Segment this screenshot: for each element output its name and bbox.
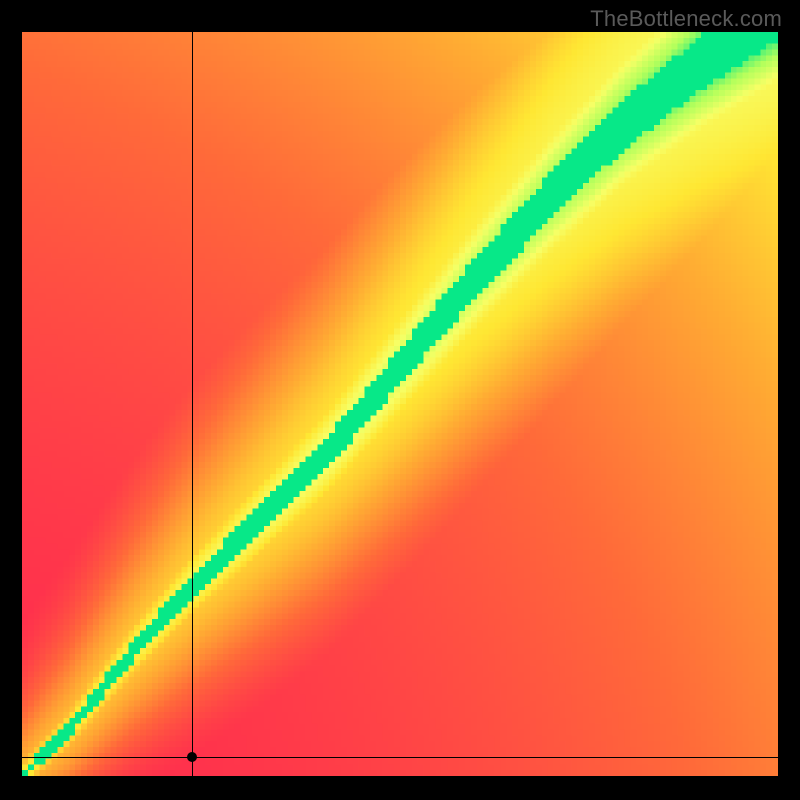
crosshair-vertical: [192, 32, 193, 776]
plot-area: [22, 32, 778, 776]
crosshair-horizontal: [22, 757, 778, 758]
crosshair-point: [187, 752, 197, 762]
chart-container: TheBottleneck.com: [0, 0, 800, 800]
watermark-label: TheBottleneck.com: [590, 6, 782, 32]
heatmap-canvas: [22, 32, 778, 776]
